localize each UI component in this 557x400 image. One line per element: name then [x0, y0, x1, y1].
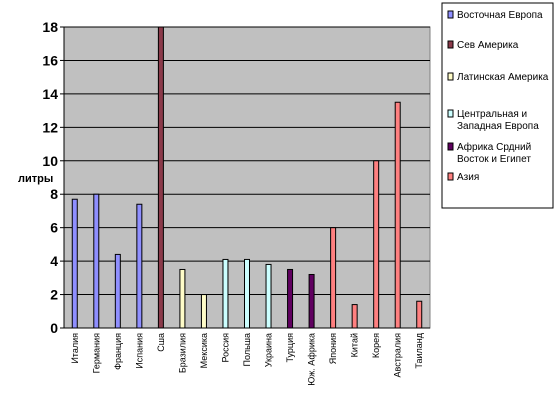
y-axis-ticks: 0 2 4 6 8 10 12 14 16 18: [42, 19, 430, 336]
category-label: Польша: [242, 333, 252, 366]
y-tick-label: 0: [50, 320, 58, 336]
bar: [71, 198, 78, 329]
bar: [157, 26, 164, 329]
legend: Восточная Европа Сев Америка Латинская Аме…: [447, 10, 549, 183]
y-tick-label: 16: [42, 52, 58, 68]
y-tick-label: 14: [42, 86, 58, 102]
bar: [179, 268, 186, 329]
y-tick-label: 6: [50, 220, 58, 236]
bar: [373, 160, 380, 329]
bar: [265, 263, 272, 329]
legend-swatch: [447, 10, 454, 19]
bar: [222, 258, 229, 329]
category-label: Австралия: [393, 333, 403, 378]
bar: [114, 253, 121, 329]
bar: [244, 258, 250, 329]
bar: [200, 294, 207, 329]
legend-entry: Латинская Америка: [457, 72, 549, 83]
y-axis-label: литры: [18, 173, 53, 185]
category-label: Бразилия: [177, 333, 187, 373]
category-label: Франция: [113, 333, 123, 370]
category-label: Китай: [350, 333, 360, 357]
legend-swatch: [447, 142, 454, 151]
legend-entry: Центральная и Западная Европа: [457, 109, 539, 132]
bar: [308, 273, 315, 329]
category-label: Мексика: [199, 333, 209, 368]
category-label: Таиланд: [414, 332, 424, 368]
legend-swatch: [447, 72, 454, 81]
bar: [93, 193, 100, 329]
bar: [330, 227, 337, 329]
legend-box: [441, 2, 554, 209]
legend-entry: Азия: [457, 172, 479, 183]
legend-entry: Восточная Европа: [457, 10, 543, 21]
bar: [416, 300, 423, 329]
y-tick-label: 4: [50, 253, 58, 269]
category-label: Германия: [91, 333, 101, 373]
y-tick-label: 2: [50, 287, 58, 303]
legend-entry: Африка Срдний Восток и Египет: [457, 141, 531, 165]
y-tick-label: 12: [42, 119, 58, 135]
bar: [136, 203, 143, 329]
category-label: Украина: [264, 333, 274, 367]
legend-swatch: [447, 40, 454, 49]
category-label: Россия: [220, 333, 230, 363]
bar: [394, 101, 401, 329]
category-label: Италия: [70, 333, 80, 364]
y-tick-label: 18: [42, 19, 58, 35]
category-label: Испания: [134, 333, 144, 369]
bar: [351, 304, 358, 329]
y-tick-label: 8: [50, 186, 58, 202]
category-label: Юж. Африка: [307, 333, 317, 386]
category-label: Турция: [285, 333, 295, 363]
y-tick-label: 10: [42, 153, 58, 169]
legend-entry: Сев Америка: [457, 40, 519, 51]
category-labels: Италия Германия Франция Испания Сша Бразилия М…: [70, 332, 424, 386]
bars: [71, 26, 423, 329]
category-label: Корея: [371, 333, 381, 358]
category-label: Сша: [156, 333, 166, 352]
legend-swatch: [447, 109, 454, 118]
legend-swatch: [447, 172, 454, 181]
bar: [287, 268, 294, 329]
category-label: Япония: [328, 333, 338, 364]
